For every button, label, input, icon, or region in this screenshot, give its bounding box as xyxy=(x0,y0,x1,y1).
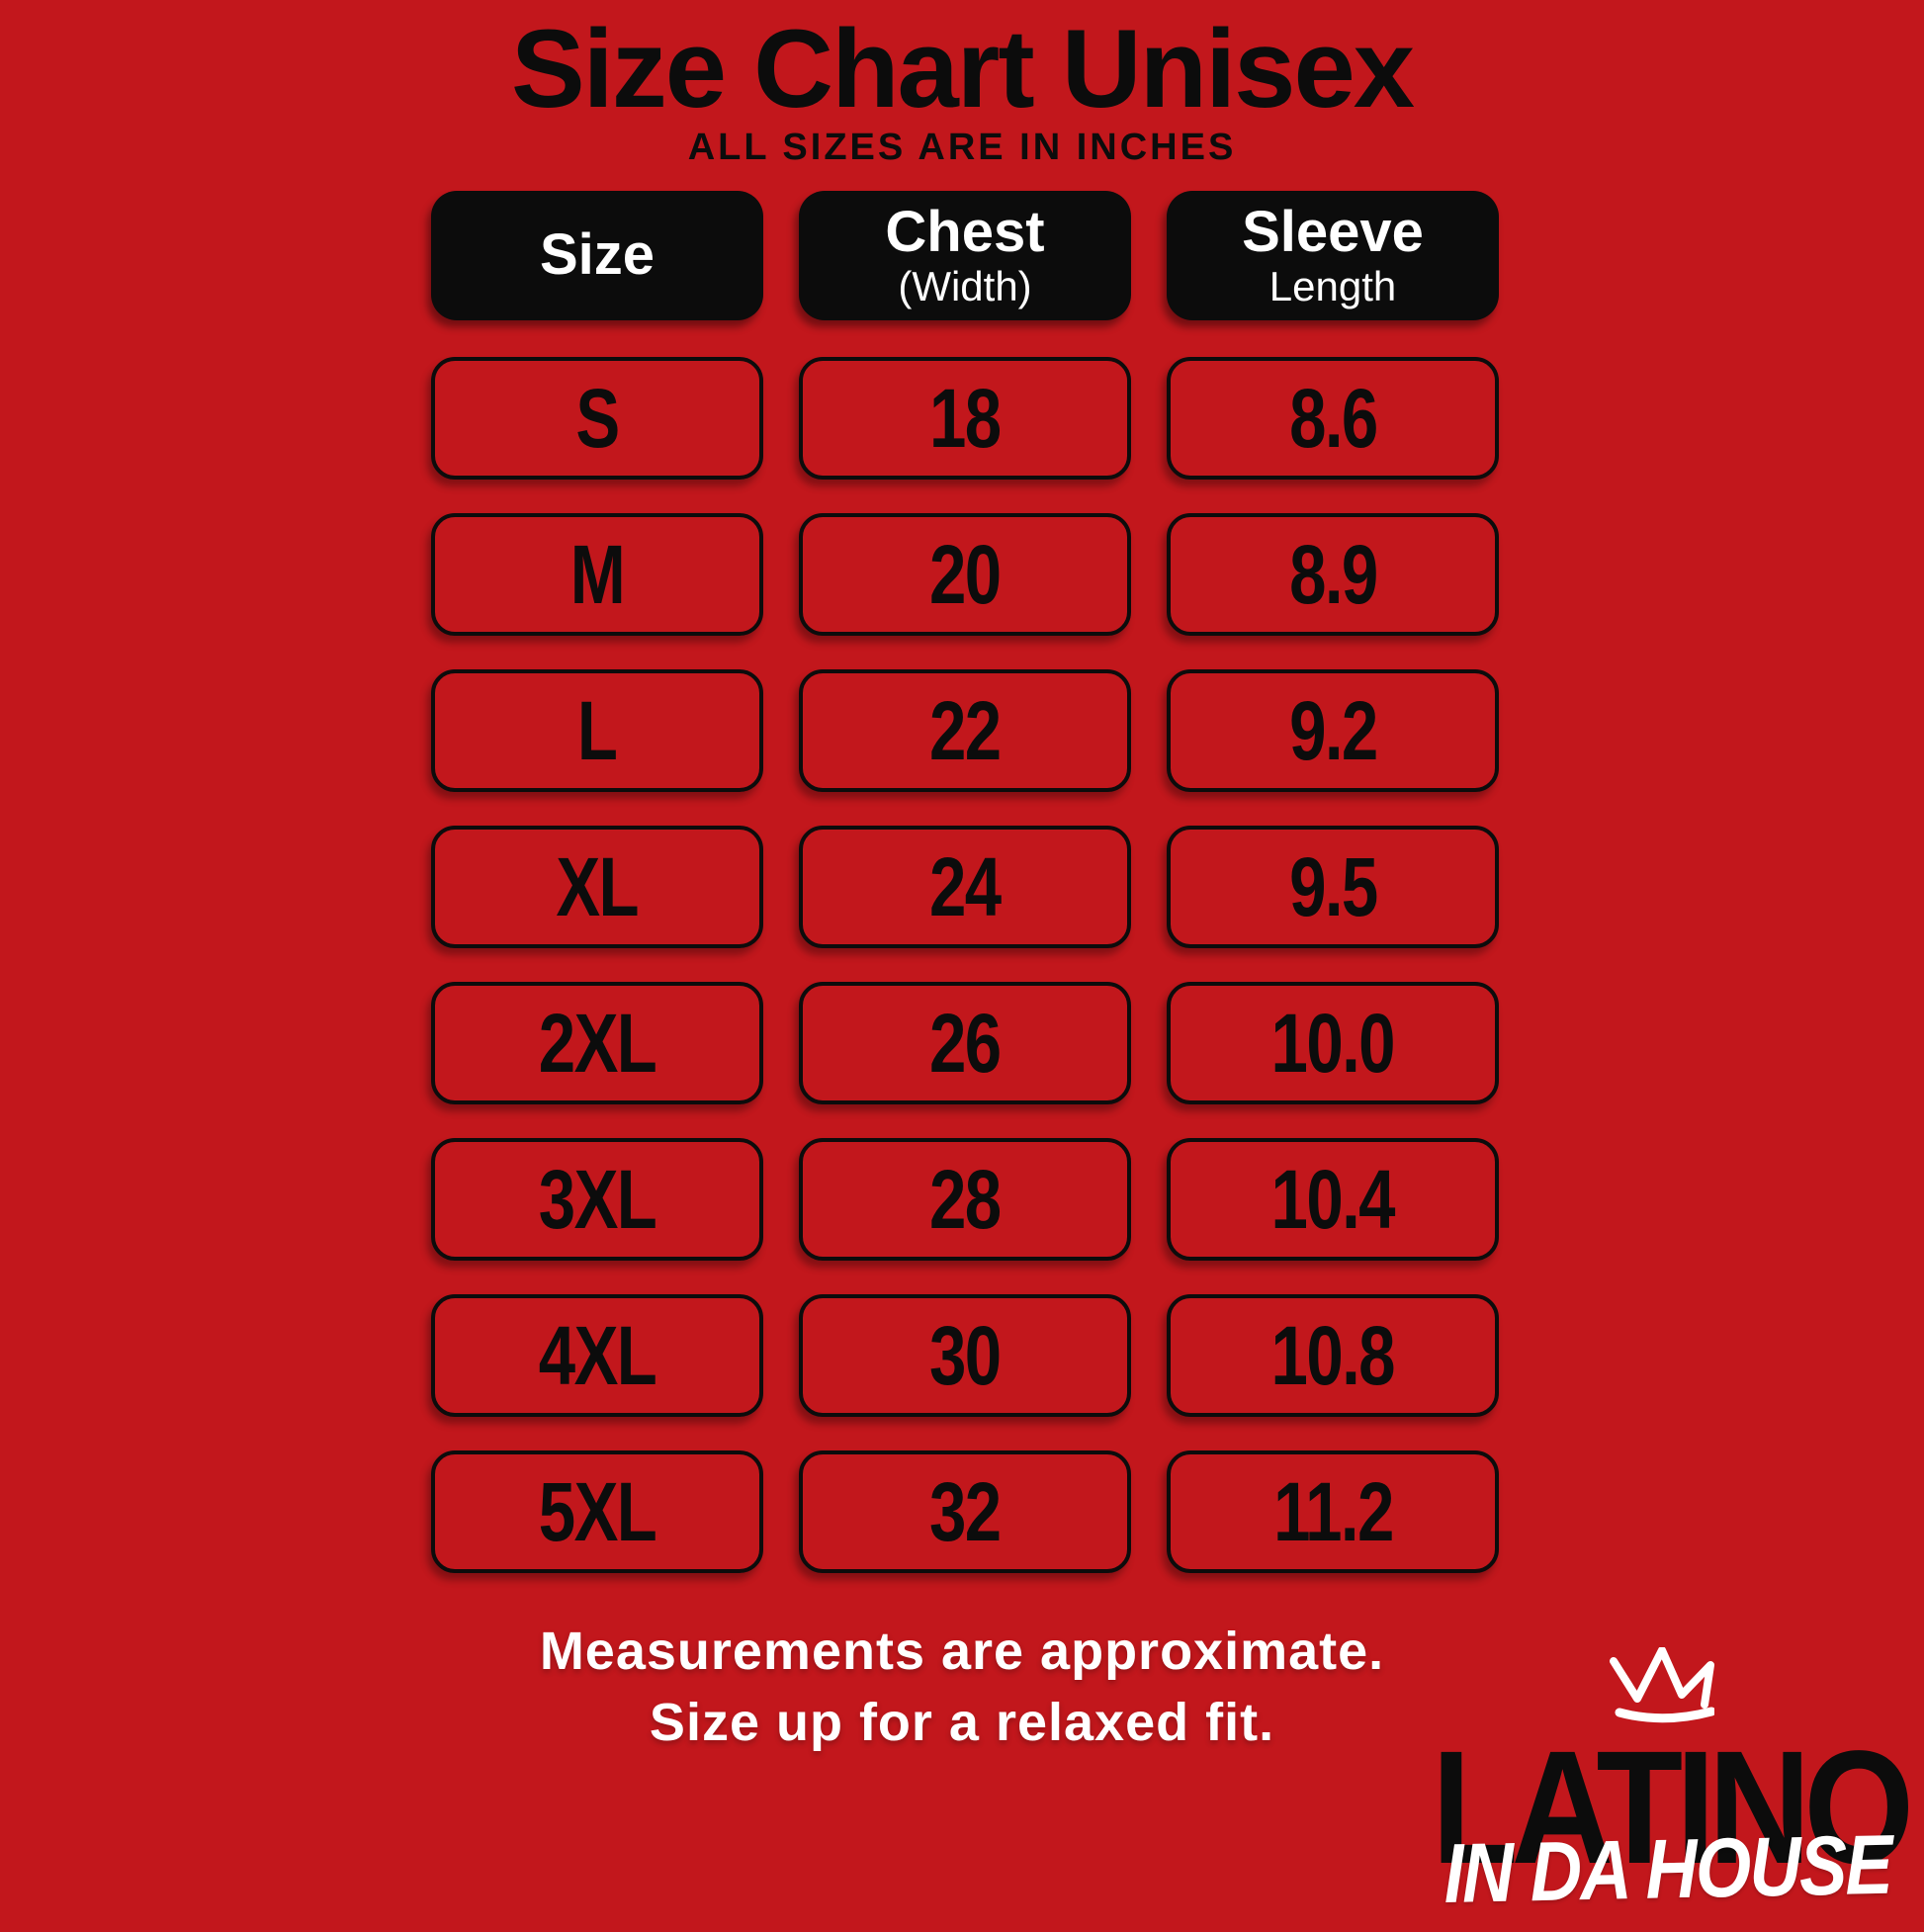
size-value: 4XL xyxy=(538,1308,657,1402)
table-row: 2XL 26 10.0 xyxy=(431,982,1499,1104)
sleeve-cell: 9.5 xyxy=(1167,826,1499,948)
chest-cell: 20 xyxy=(799,513,1131,636)
table-row: S 18 8.6 xyxy=(431,357,1499,480)
table-row: L 22 9.2 xyxy=(431,669,1499,792)
chest-cell: 22 xyxy=(799,669,1131,792)
sleeve-cell: 8.6 xyxy=(1167,357,1499,480)
footer-line-1: Measurements are approximate. xyxy=(539,1622,1385,1681)
size-cell: 4XL xyxy=(431,1294,763,1417)
size-cell: 3XL xyxy=(431,1138,763,1261)
chest-value: 18 xyxy=(929,371,1002,465)
brand-name: LATINO xyxy=(1432,1716,1914,1897)
size-value: 5XL xyxy=(538,1464,657,1558)
table-header-row: Size Chest (Width) Sleeve Length xyxy=(431,191,1499,320)
chest-value: 30 xyxy=(929,1308,1002,1402)
crown-icon xyxy=(1610,1647,1714,1723)
chest-value: 20 xyxy=(929,527,1002,621)
size-value: M xyxy=(569,527,626,621)
sleeve-value: 8.6 xyxy=(1288,371,1378,465)
size-value: L xyxy=(577,683,618,777)
size-cell: 5XL xyxy=(431,1450,763,1573)
size-cell: XL xyxy=(431,826,763,948)
sleeve-value: 10.0 xyxy=(1270,996,1396,1090)
chest-value: 28 xyxy=(929,1152,1002,1246)
size-cell: L xyxy=(431,669,763,792)
table-row: 5XL 32 11.2 xyxy=(431,1450,1499,1573)
header-sublabel: (Width) xyxy=(898,263,1032,310)
size-value: S xyxy=(575,371,620,465)
header-cell-size: Size xyxy=(431,191,763,320)
sleeve-cell: 10.4 xyxy=(1167,1138,1499,1261)
header-label: Sleeve xyxy=(1242,199,1424,264)
table-row: 3XL 28 10.4 xyxy=(431,1138,1499,1261)
sleeve-cell: 8.9 xyxy=(1167,513,1499,636)
header-sublabel: Length xyxy=(1268,263,1397,310)
chest-cell: 30 xyxy=(799,1294,1131,1417)
sleeve-value: 9.2 xyxy=(1288,683,1378,777)
chest-value: 22 xyxy=(929,683,1002,777)
header-cell-chest: Chest (Width) xyxy=(799,191,1131,320)
size-cell: M xyxy=(431,513,763,636)
chest-value: 24 xyxy=(929,839,1002,933)
brand-tagline: IN DA HOUSE xyxy=(1443,1817,1892,1921)
chest-cell: 18 xyxy=(799,357,1131,480)
chest-cell: 28 xyxy=(799,1138,1131,1261)
header-cell-sleeve: Sleeve Length xyxy=(1167,191,1499,320)
size-value: XL xyxy=(556,839,640,933)
size-value: 3XL xyxy=(538,1152,657,1246)
table-row: M 20 8.9 xyxy=(431,513,1499,636)
chest-value: 32 xyxy=(929,1464,1002,1558)
page-subtitle: ALL SIZES ARE IN INCHES xyxy=(687,127,1237,168)
sleeve-value: 10.8 xyxy=(1270,1308,1396,1402)
sleeve-cell: 10.0 xyxy=(1167,982,1499,1104)
size-cell: 2XL xyxy=(431,982,763,1104)
header-label: Size xyxy=(539,222,656,288)
brand-logo: LATINO IN DA HOUSE xyxy=(1430,1604,1924,1932)
size-table: Size Chest (Width) Sleeve Length S 18 8.… xyxy=(431,191,1499,1607)
sleeve-cell: 10.8 xyxy=(1167,1294,1499,1417)
footer-line-2: Size up for a relaxed fit. xyxy=(649,1693,1275,1752)
footer-note: Measurements are approximate. Size up fo… xyxy=(0,1616,1924,1758)
table-row: 4XL 30 10.8 xyxy=(431,1294,1499,1417)
sleeve-cell: 11.2 xyxy=(1167,1450,1499,1573)
chest-cell: 24 xyxy=(799,826,1131,948)
chest-cell: 32 xyxy=(799,1450,1131,1573)
size-value: 2XL xyxy=(538,996,657,1090)
chest-cell: 26 xyxy=(799,982,1131,1104)
sleeve-value: 11.2 xyxy=(1272,1464,1394,1558)
size-cell: S xyxy=(431,357,763,480)
header-label: Chest xyxy=(885,199,1045,264)
sleeve-value: 8.9 xyxy=(1288,527,1378,621)
sleeve-cell: 9.2 xyxy=(1167,669,1499,792)
table-row: XL 24 9.5 xyxy=(431,826,1499,948)
chest-value: 26 xyxy=(929,996,1002,1090)
page-title: Size Chart Unisex xyxy=(510,7,1415,131)
sleeve-value: 10.4 xyxy=(1270,1152,1396,1246)
sleeve-value: 9.5 xyxy=(1288,839,1378,933)
